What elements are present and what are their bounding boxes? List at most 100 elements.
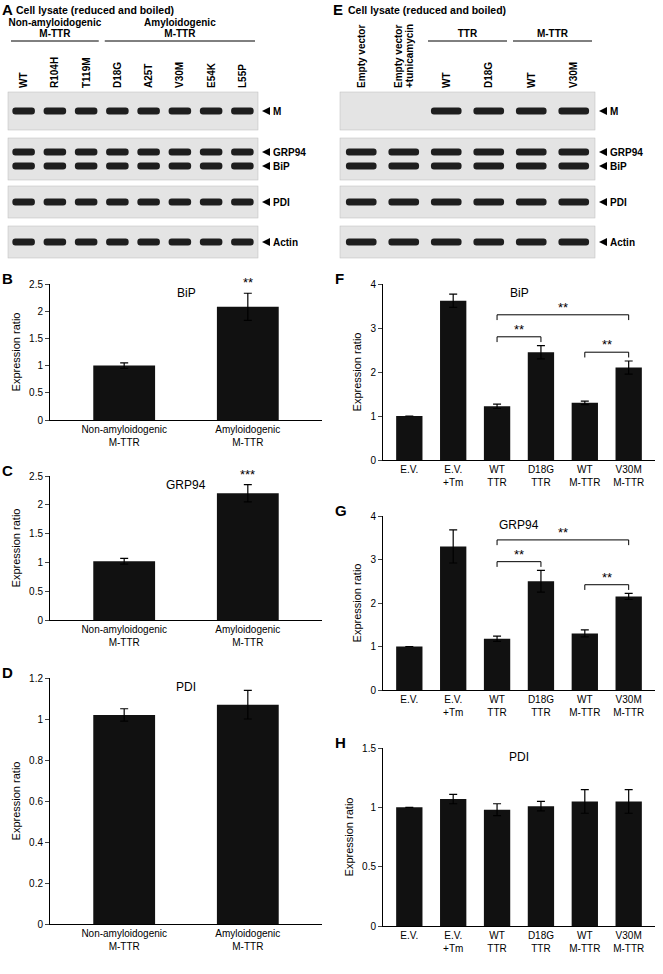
svg-text:E.V.+Tm: E.V.+Tm [443, 930, 463, 954]
svg-text:4: 4 [370, 511, 376, 522]
svg-text:1.5: 1.5 [29, 333, 43, 344]
svg-text:1: 1 [370, 641, 376, 652]
svg-text:V30MM-TTR: V30MM-TTR [613, 930, 644, 954]
svg-text:**: ** [602, 337, 612, 352]
svg-text:Expression ratio: Expression ratio [10, 509, 22, 588]
svg-text:M: M [610, 106, 618, 117]
svg-text:V30MM-TTR: V30MM-TTR [613, 694, 644, 718]
svg-text:0: 0 [37, 615, 43, 626]
svg-text:0.5: 0.5 [29, 387, 43, 398]
svg-text:1: 1 [37, 714, 43, 725]
svg-text:0.4: 0.4 [29, 837, 43, 848]
svg-text:Amyloidogenic: Amyloidogenic [144, 17, 216, 28]
svg-text:PDI: PDI [509, 750, 529, 764]
svg-text:2: 2 [37, 499, 43, 510]
svg-text:Empty vector+tunicamycin: Empty vector+tunicamycin [393, 24, 415, 88]
svg-text:D18GTTR: D18GTTR [528, 694, 554, 718]
svg-text:1.5: 1.5 [362, 743, 376, 754]
svg-text:0: 0 [370, 455, 376, 466]
svg-text:GRP94: GRP94 [499, 518, 539, 532]
svg-text:BiP: BiP [510, 286, 529, 300]
svg-text:GRP94: GRP94 [610, 147, 643, 158]
svg-text:Expression ratio: Expression ratio [351, 564, 363, 643]
svg-text:D18GTTR: D18GTTR [528, 930, 554, 954]
svg-text:BiP: BiP [273, 161, 290, 172]
svg-text:WT: WT [526, 72, 537, 88]
svg-text:**: ** [558, 525, 568, 540]
svg-text:A25T: A25T [143, 64, 154, 88]
svg-text:Non-amyloidogenicM-TTR: Non-amyloidogenicM-TTR [81, 624, 167, 648]
svg-text:AmyloidogenicM-TTR: AmyloidogenicM-TTR [215, 424, 280, 448]
svg-text:E.V.: E.V. [400, 694, 418, 705]
svg-text:Non-amyloidogenic: Non-amyloidogenic [8, 17, 101, 28]
svg-text:PDI: PDI [176, 680, 196, 694]
svg-text:D18G: D18G [112, 62, 123, 88]
svg-text:1: 1 [370, 802, 376, 813]
svg-text:M-TTR: M-TTR [164, 28, 196, 39]
svg-text:Expression ratio: Expression ratio [10, 313, 22, 392]
svg-text:WT: WT [441, 72, 452, 88]
svg-text:**: ** [514, 547, 524, 562]
svg-text:**: ** [514, 322, 524, 337]
svg-text:E: E [333, 1, 343, 18]
svg-text:1.2: 1.2 [29, 673, 43, 684]
svg-text:Expression ratio: Expression ratio [351, 333, 363, 412]
svg-text:2: 2 [370, 598, 376, 609]
svg-text:4: 4 [370, 279, 376, 290]
svg-text:1: 1 [370, 411, 376, 422]
svg-text:Actin: Actin [273, 237, 298, 248]
svg-text:V30MM-TTR: V30MM-TTR [613, 464, 644, 488]
svg-text:2: 2 [37, 306, 43, 317]
svg-text:3: 3 [370, 323, 376, 334]
svg-text:1: 1 [37, 360, 43, 371]
svg-text:0.6: 0.6 [29, 796, 43, 807]
svg-text:0.2: 0.2 [29, 878, 43, 889]
svg-text:***: *** [240, 467, 255, 482]
svg-text:Cell lysate (reduced and boile: Cell lysate (reduced and boiled) [348, 4, 506, 16]
svg-text:Expression ratio: Expression ratio [343, 798, 355, 877]
svg-text:2.5: 2.5 [29, 279, 43, 290]
svg-text:BiP: BiP [610, 161, 627, 172]
svg-text:T119M: T119M [81, 57, 92, 88]
svg-text:Non-amyloidogenicM-TTR: Non-amyloidogenicM-TTR [81, 424, 167, 448]
svg-text:Actin: Actin [610, 237, 635, 248]
svg-text:GRP94: GRP94 [166, 478, 206, 492]
svg-text:WTM-TTR: WTM-TTR [569, 464, 600, 488]
svg-text:Cell lysate (reduced and boile: Cell lysate (reduced and boiled) [16, 4, 174, 16]
svg-text:0: 0 [370, 921, 376, 932]
svg-text:3: 3 [370, 554, 376, 565]
svg-text:E.V.+Tm: E.V.+Tm [443, 694, 463, 718]
svg-text:BiP: BiP [177, 286, 196, 300]
svg-text:0.8: 0.8 [29, 755, 43, 766]
svg-text:Expression ratio: Expression ratio [10, 762, 22, 841]
svg-text:0: 0 [37, 919, 43, 930]
svg-text:V30M: V30M [174, 62, 185, 88]
svg-text:PDI: PDI [273, 197, 290, 208]
svg-text:V30M: V30M [568, 62, 579, 88]
svg-text:0.5: 0.5 [362, 861, 376, 872]
svg-text:PDI: PDI [610, 197, 627, 208]
svg-text:E54K: E54K [206, 62, 217, 88]
svg-text:2.5: 2.5 [29, 471, 43, 482]
svg-text:E.V.: E.V. [400, 464, 418, 475]
svg-text:WTTTR: WTTTR [487, 930, 506, 954]
svg-text:WTTTR: WTTTR [487, 464, 506, 488]
svg-text:WTTTR: WTTTR [487, 694, 506, 718]
svg-text:R104H: R104H [49, 57, 60, 88]
svg-text:D18GTTR: D18GTTR [528, 464, 554, 488]
svg-text:**: ** [558, 300, 568, 315]
svg-text:E.V.: E.V. [400, 930, 418, 941]
svg-text:WTM-TTR: WTM-TTR [569, 930, 600, 954]
svg-text:M-TTR: M-TTR [537, 28, 569, 39]
svg-text:0: 0 [37, 415, 43, 426]
svg-text:AmyloidogenicM-TTR: AmyloidogenicM-TTR [215, 928, 280, 952]
svg-text:TTR: TTR [458, 28, 478, 39]
svg-text:M: M [273, 106, 281, 117]
svg-text:WT: WT [18, 72, 29, 88]
svg-text:E.V.+Tm: E.V.+Tm [443, 464, 463, 488]
svg-text:M-TTR: M-TTR [39, 28, 71, 39]
svg-text:AmyloidogenicM-TTR: AmyloidogenicM-TTR [215, 624, 280, 648]
svg-text:2: 2 [370, 367, 376, 378]
svg-text:Non-amyloidogenicM-TTR: Non-amyloidogenicM-TTR [81, 928, 167, 952]
svg-text:1: 1 [37, 557, 43, 568]
